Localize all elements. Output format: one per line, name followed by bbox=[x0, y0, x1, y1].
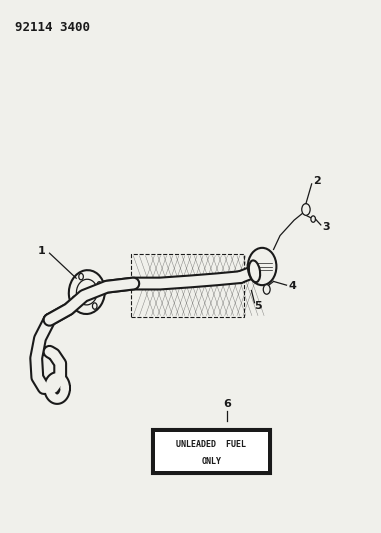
Circle shape bbox=[93, 303, 97, 309]
Circle shape bbox=[302, 204, 310, 215]
FancyBboxPatch shape bbox=[155, 432, 268, 471]
Text: UNLEADED  FUEL: UNLEADED FUEL bbox=[176, 440, 247, 449]
Text: 1: 1 bbox=[38, 246, 46, 255]
Text: 6: 6 bbox=[223, 399, 231, 409]
Text: 2: 2 bbox=[313, 176, 321, 186]
Circle shape bbox=[263, 285, 270, 294]
Text: 4: 4 bbox=[288, 281, 296, 291]
Text: 5: 5 bbox=[255, 302, 262, 311]
Circle shape bbox=[97, 281, 102, 288]
Circle shape bbox=[79, 273, 83, 280]
Ellipse shape bbox=[249, 261, 260, 282]
Ellipse shape bbox=[69, 270, 105, 314]
Circle shape bbox=[311, 216, 315, 222]
FancyBboxPatch shape bbox=[152, 429, 271, 474]
Circle shape bbox=[72, 296, 77, 303]
Text: 3: 3 bbox=[322, 222, 330, 232]
Text: ONLY: ONLY bbox=[202, 457, 221, 466]
Ellipse shape bbox=[248, 248, 277, 285]
Ellipse shape bbox=[77, 279, 97, 305]
Text: 92114 3400: 92114 3400 bbox=[15, 21, 90, 34]
